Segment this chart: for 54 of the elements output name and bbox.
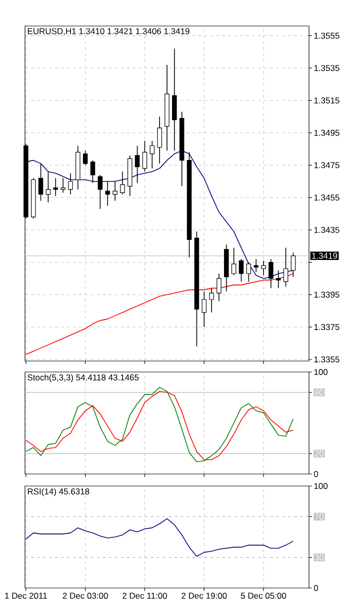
x-tick-label: 2 Dec 11:00 <box>122 592 167 599</box>
y-tick-label: 1.3555 <box>314 32 340 39</box>
y-tick-label: 1.3455 <box>314 194 340 201</box>
candlestick <box>276 270 281 289</box>
candlestick <box>53 178 58 196</box>
y-tick-label: 1.3395 <box>314 292 340 298</box>
candlestick <box>216 273 222 302</box>
candlestick <box>246 262 252 282</box>
candlestick <box>209 288 214 313</box>
candlestick <box>283 247 288 287</box>
y-tick-label: 0 <box>314 470 318 478</box>
candlestick <box>261 260 266 276</box>
candlestick <box>238 258 244 282</box>
y-tick-label: 70 <box>314 514 324 520</box>
y-tick-label: 1.3515 <box>314 97 340 104</box>
y-tick-label: 100 <box>314 482 328 490</box>
y-tick-label: 20 <box>314 450 324 457</box>
y-tick-label: 100 <box>314 368 328 376</box>
y-tick-label: 1.3475 <box>314 162 340 168</box>
candlestick <box>202 291 207 328</box>
candlestick <box>46 171 51 203</box>
x-tick-label: 2 Dec 03:00 <box>62 592 108 599</box>
candlestick <box>82 150 88 166</box>
candlestick <box>38 163 44 202</box>
y-tick-label: 1.3375 <box>314 324 340 330</box>
candlestick <box>254 258 258 272</box>
candlestick <box>90 160 96 184</box>
candlestick <box>231 247 236 276</box>
y-tick-label: 0 <box>314 584 318 592</box>
y-tick-label: 1.3535 <box>314 65 340 72</box>
y-tick-label: 80 <box>314 389 324 396</box>
y-tick-label: 1.3435 <box>314 226 340 233</box>
candlestick <box>60 178 66 194</box>
chart-title: RSI(14) 45.6318 <box>28 488 90 496</box>
candlestick <box>98 174 103 210</box>
x-tick-label: 2 Dec 19:00 <box>182 592 227 599</box>
candlestick <box>68 172 73 195</box>
candlestick <box>268 258 274 289</box>
x-tick-label: 1 Dec 2011 <box>5 592 47 599</box>
y-tick-label: 1.3495 <box>314 130 340 136</box>
y-tick-label: 1.3355 <box>314 356 340 362</box>
candlestick <box>120 171 125 195</box>
candlestick <box>134 145 140 184</box>
candlestick <box>290 252 296 278</box>
candlestick <box>112 180 118 202</box>
candlestick <box>157 116 162 164</box>
candlestick <box>150 140 155 169</box>
candlestick <box>142 140 148 172</box>
x-tick-label: 5 Dec 05:00 <box>240 592 286 599</box>
chart-title: EURUSD,H1 1.3410 1.3421 1.3406 1.3419 <box>28 28 190 36</box>
chart-title: Stoch(5,3,3) 54.4118 43.1465 <box>28 374 139 382</box>
y-tick-label: 30 <box>314 554 324 560</box>
candlestick <box>105 180 110 206</box>
ref-line-label: 1.3419 <box>312 252 338 259</box>
